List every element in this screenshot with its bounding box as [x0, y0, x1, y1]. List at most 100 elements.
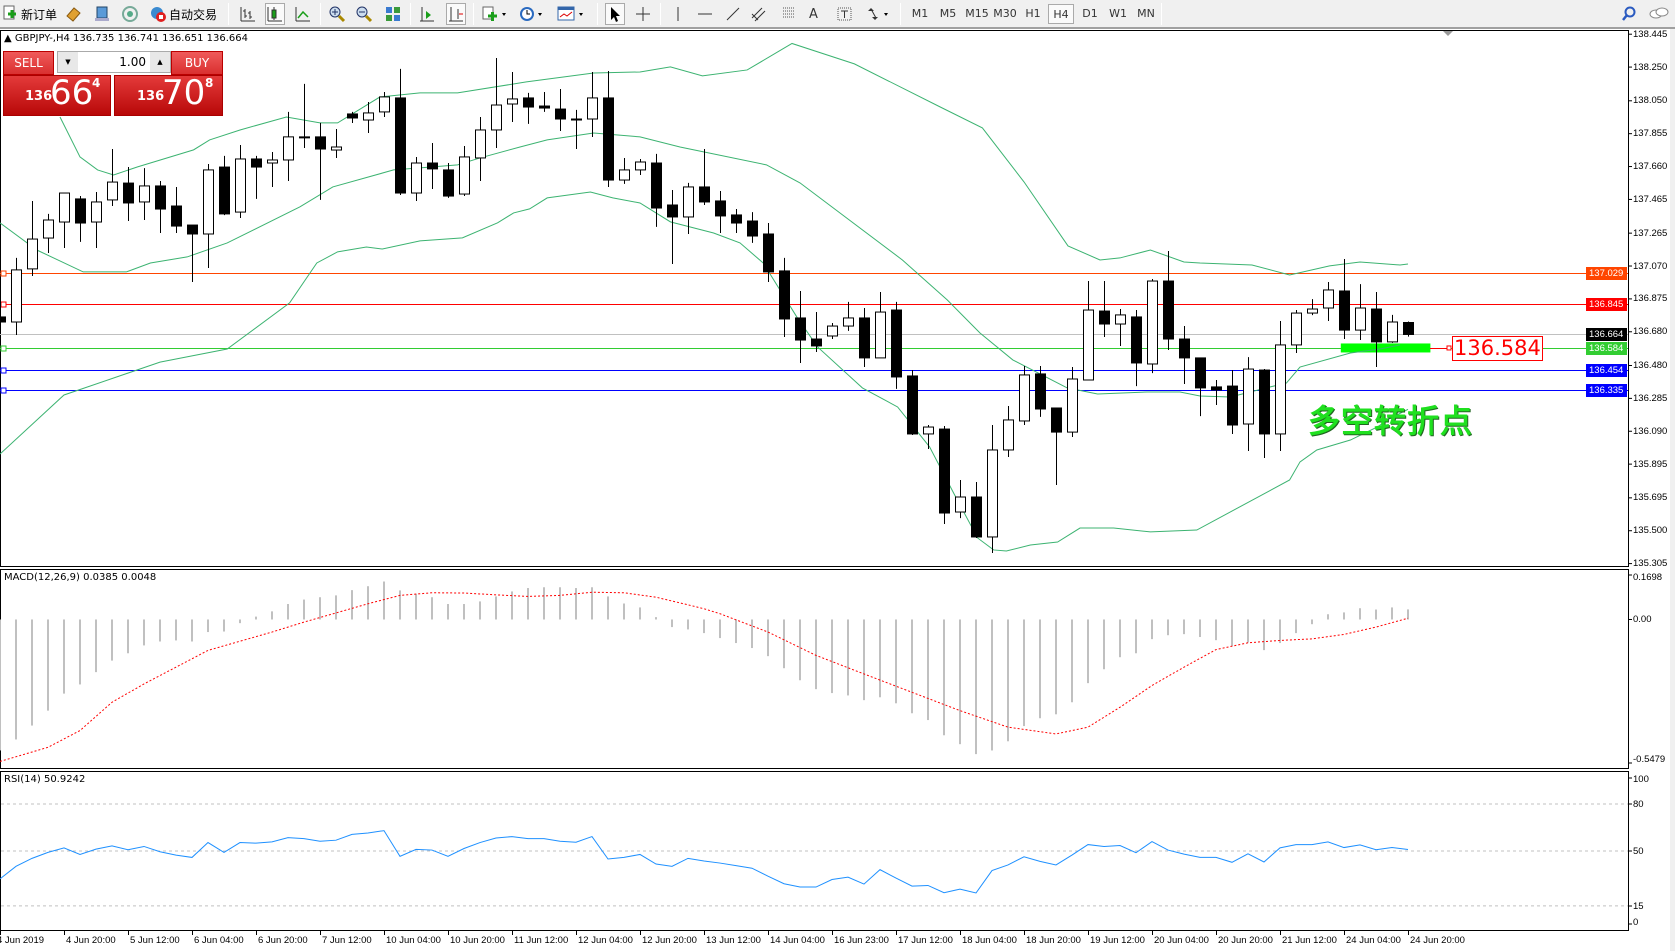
trendline-button[interactable] — [724, 3, 742, 25]
text-label-button[interactable] — [836, 3, 854, 25]
macd-histogram-bar — [463, 604, 465, 620]
candle-body — [555, 108, 566, 120]
chart-shift-button[interactable] — [446, 3, 466, 25]
candle-body — [1083, 309, 1094, 381]
macd-histogram-bar — [447, 604, 449, 620]
candle-body — [1003, 419, 1014, 451]
timeframe-h1[interactable]: H1 — [1025, 7, 1041, 20]
candle — [1147, 279, 1158, 374]
tile-windows-button[interactable] — [384, 3, 402, 25]
candle — [331, 128, 342, 158]
new-order-label: 新订单 — [21, 7, 58, 22]
candle-body — [59, 192, 70, 223]
candle-body — [1243, 368, 1254, 425]
volume-input[interactable]: 1.00 — [119, 55, 146, 69]
time-axis-label: 12 Jun 20:00 — [642, 935, 697, 946]
candle — [1067, 367, 1078, 437]
macd-histogram-bar — [623, 603, 625, 620]
macd-histogram-bar — [1135, 619, 1137, 654]
macd-histogram-bar — [911, 619, 913, 714]
candle-body — [587, 97, 598, 120]
periods-button[interactable] — [518, 3, 544, 25]
indicators-button[interactable] — [481, 3, 507, 25]
timeframe-m15[interactable]: M15 — [965, 7, 989, 20]
candle — [1051, 407, 1062, 486]
candle-body — [699, 186, 710, 203]
candle-body — [347, 113, 358, 119]
terminal-button[interactable] — [93, 3, 111, 25]
candle — [1307, 299, 1318, 316]
timeframe-d1[interactable]: D1 — [1082, 7, 1098, 20]
candles — [0, 57, 1414, 553]
fibonacci-button[interactable] — [781, 3, 799, 25]
timeframe-m30[interactable]: M30 — [993, 7, 1017, 20]
new-order-button[interactable]: 新订单 — [2, 3, 57, 25]
macd-histogram-bar — [191, 619, 193, 642]
candle — [11, 257, 22, 335]
candle-body — [1067, 378, 1078, 433]
collapse-triangle-icon[interactable]: ▲ — [4, 33, 15, 44]
sell-button[interactable]: SELL — [3, 51, 54, 75]
volume-stepper[interactable]: ▼ 1.00 ▲ — [57, 51, 171, 73]
level-price-label[interactable]: 136.584 — [1452, 336, 1543, 361]
timeframe-h4[interactable]: H4 — [1048, 4, 1074, 24]
horizontal-line-button[interactable] — [696, 3, 714, 25]
volume-increase-button[interactable]: ▲ — [150, 52, 170, 72]
candle — [1355, 284, 1366, 341]
candle-body — [363, 112, 374, 121]
candle — [1227, 370, 1238, 434]
annotation-text[interactable]: 多空转折点 — [1308, 402, 1474, 440]
crosshair-button[interactable] — [634, 3, 652, 25]
time-axis-label: 7 Jun 12:00 — [322, 935, 372, 946]
candle — [347, 111, 358, 124]
macd-histogram-bar — [1391, 607, 1393, 620]
line-chart-button[interactable] — [294, 3, 312, 25]
macd-histogram-bar — [527, 588, 529, 620]
macd-histogram-bar — [751, 619, 753, 649]
templates-button[interactable] — [557, 3, 585, 25]
autoscroll-button[interactable] — [418, 3, 436, 25]
time-axis-label: 20 Jun 20:00 — [1218, 935, 1273, 946]
macd-histogram-bar — [207, 619, 209, 633]
metaeditor-button[interactable] — [64, 3, 82, 25]
candle-body — [1099, 310, 1110, 325]
candlestick-button[interactable] — [265, 3, 285, 25]
level-handle — [0, 301, 7, 308]
macd-histogram-bar — [431, 597, 433, 620]
candle-body — [11, 269, 22, 323]
candle-body — [475, 129, 486, 159]
timeframe-m5[interactable]: M5 — [939, 7, 957, 20]
candle-body — [571, 118, 582, 121]
candle-body — [1035, 373, 1046, 410]
candle — [1243, 357, 1254, 451]
macd-histogram-bar — [1167, 619, 1169, 636]
search-button[interactable] — [1620, 3, 1638, 25]
text-button[interactable]: A — [809, 3, 818, 25]
symbol-ohlc: GBPJPY-,H4 136.735 136.741 136.651 136.6… — [14, 33, 248, 44]
signals-button[interactable] — [121, 3, 139, 25]
candle-body — [1371, 308, 1382, 343]
window-edge — [1670, 29, 1675, 951]
bar-chart-button[interactable] — [239, 3, 257, 25]
candle-body — [1051, 407, 1062, 433]
timeframe-mn[interactable]: MN — [1137, 7, 1155, 20]
volume-decrease-button[interactable]: ▼ — [58, 52, 78, 72]
arrows-button[interactable] — [864, 3, 890, 25]
vertical-line-button[interactable] — [669, 3, 687, 25]
buy-price[interactable]: 136 70 8 — [114, 73, 223, 116]
channel-button[interactable] — [750, 3, 768, 25]
buy-button[interactable]: BUY — [171, 51, 223, 75]
timeframe-m1[interactable]: M1 — [911, 7, 929, 20]
zoom-in-button[interactable] — [328, 3, 346, 25]
auto-trading-button[interactable]: 自动交易 — [149, 3, 217, 25]
cursor-button[interactable] — [605, 3, 625, 25]
candle — [459, 145, 470, 197]
zoom-out-button[interactable] — [355, 3, 373, 25]
macd-label: MACD(12,26,9) 0.0385 0.0048 — [4, 572, 157, 583]
timeframe-w1[interactable]: W1 — [1109, 7, 1127, 20]
candle — [363, 101, 374, 133]
sell-price[interactable]: 136 66 4 — [3, 73, 111, 116]
candle-body — [1355, 307, 1366, 331]
chat-button[interactable] — [1648, 3, 1670, 25]
